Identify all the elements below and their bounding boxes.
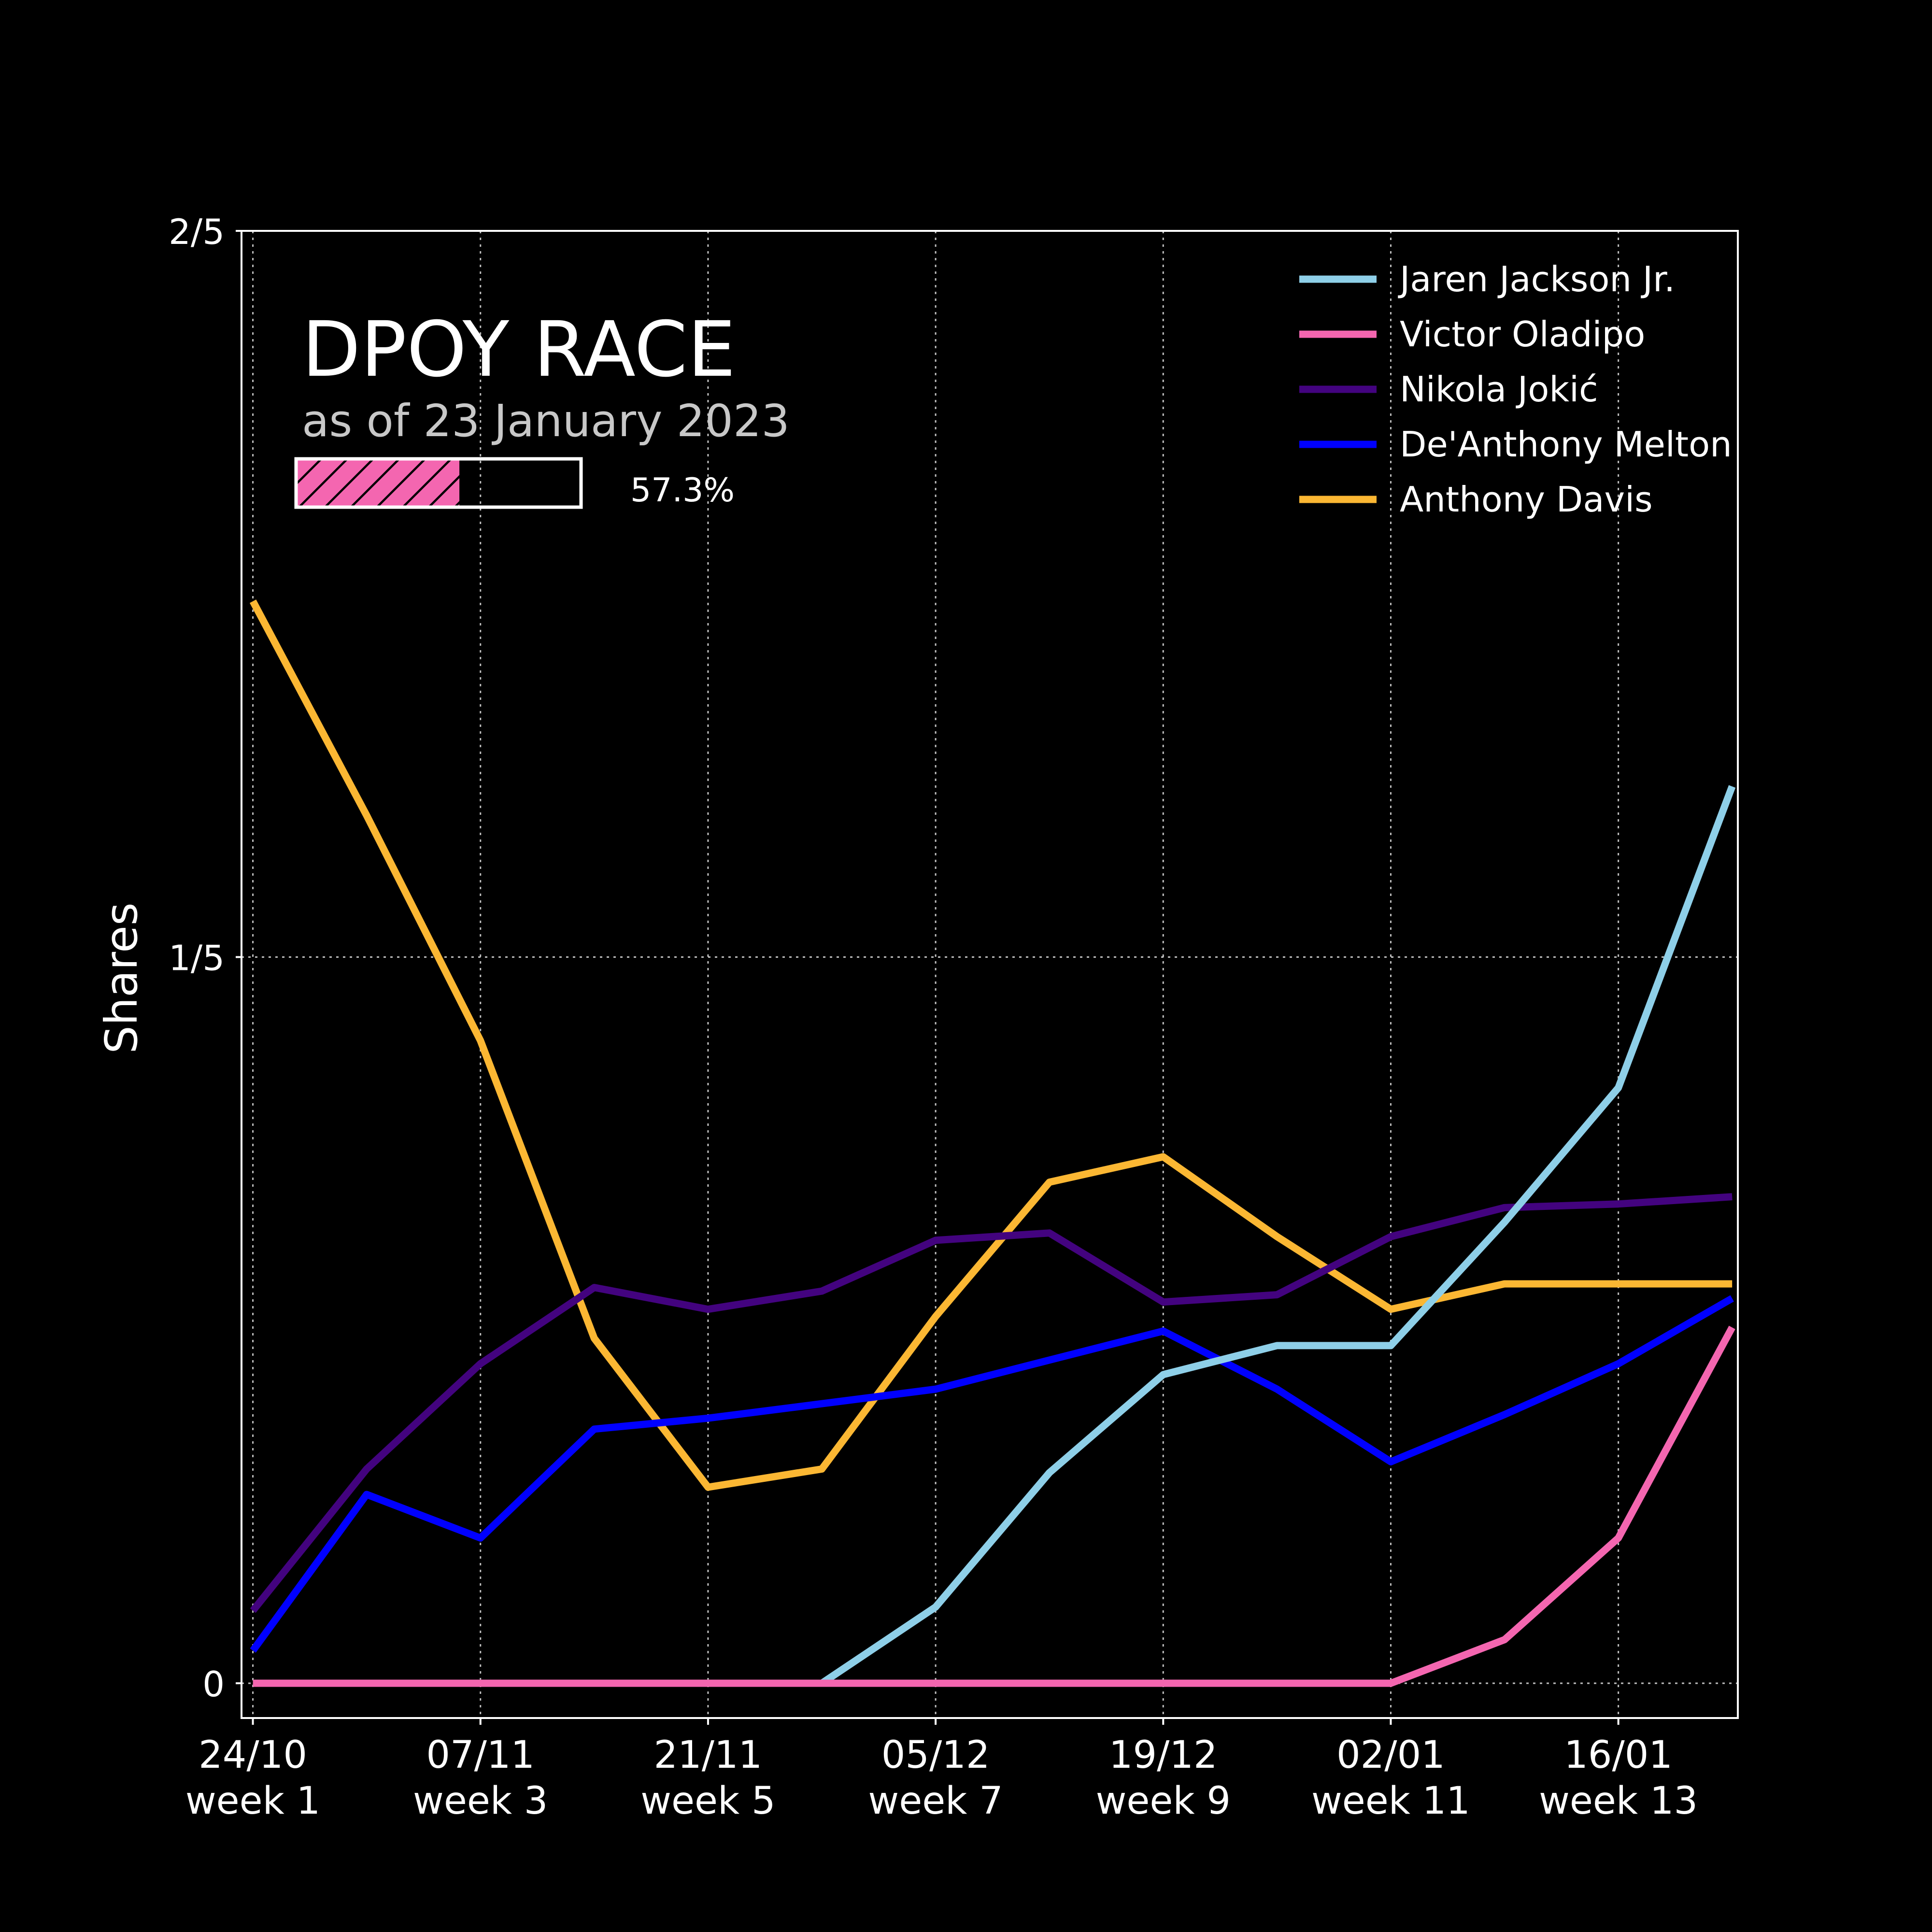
x-axis-ticks: 24/10 week 1 07/11 week 3 21/11 week 5 05/12 we… — [185, 1718, 1698, 1823]
x-tick-label: 05/12 week 7 — [868, 1733, 1003, 1823]
legend-label-nikola-joki-: Nikola Jokić — [1400, 369, 1598, 410]
x-tick-label: 19/12 week 9 — [1096, 1733, 1231, 1823]
series-line-jaren-jackson-jr- — [820, 785, 1736, 1687]
y-axis-label: Shares — [96, 902, 147, 1053]
chart-subtitle: as of 23 January 2023 — [302, 395, 790, 447]
series-line-nikola-joki- — [250, 1193, 1733, 1613]
legend-label-victor-oladipo: Victor Oladipo — [1400, 314, 1645, 355]
x-tick-label: 07/11 week 3 — [413, 1733, 548, 1823]
series-line-victor-oladipo — [253, 1325, 1735, 1687]
series-line-de-anthony-melton — [250, 1295, 1734, 1653]
legend-label-jaren-jackson-jr-: Jaren Jackson Jr. — [1398, 259, 1675, 299]
x-tick-label: 16/01 week 13 — [1539, 1733, 1698, 1823]
series-line-anthony-davis — [249, 599, 1733, 1491]
series-lines — [249, 599, 1736, 1687]
x-tick-label: 24/10 week 1 — [185, 1733, 320, 1823]
x-tick-label: 21/11 week 5 — [640, 1733, 775, 1823]
plot-frame — [241, 230, 1739, 1719]
x-tick-label: 02/01 week 11 — [1311, 1733, 1470, 1823]
legend: Jaren Jackson Jr. Victor Oladipo Nikola Jo… — [1299, 259, 1732, 520]
y-tick-label: 1/5 — [169, 938, 225, 979]
legend-label-de-anthony-melton: De'Anthony Melton — [1400, 424, 1732, 465]
grid — [242, 230, 1738, 1718]
progress-indicator: 57.3% — [294, 457, 735, 510]
legend-label-anthony-davis: Anthony Davis — [1400, 479, 1653, 520]
y-axis-ticks: 0 1/5 2/5 — [169, 212, 242, 1705]
progress-bar-fill — [296, 459, 460, 507]
y-tick-label: 0 — [202, 1664, 225, 1705]
chart-title: DPOY RACE — [302, 305, 736, 394]
progress-bar-frame — [294, 457, 583, 509]
y-tick-label: 2/5 — [169, 212, 225, 252]
progress-label: 57.3% — [630, 471, 735, 510]
